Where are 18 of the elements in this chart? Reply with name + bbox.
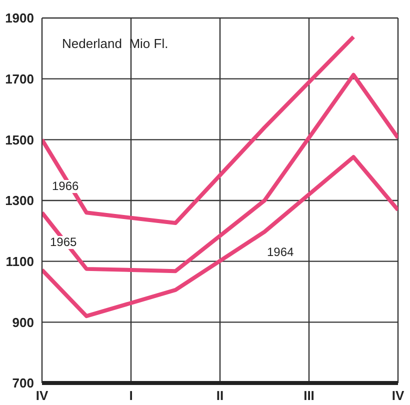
x-tick-label: I (129, 388, 133, 404)
annotation: 1965 (49, 235, 78, 249)
y-tick-label: 1100 (6, 254, 34, 269)
y-tick-label: 1500 (5, 132, 34, 148)
line-series (42, 72, 398, 274)
y-tick-label: 1700 (5, 71, 34, 86)
y-tick-label: 900 (12, 314, 34, 330)
line-series (42, 34, 356, 226)
x-tick-label: III (304, 388, 314, 404)
annotation: 1966 (51, 179, 80, 193)
x-tick-label: II (216, 388, 224, 404)
y-tick-label: 1300 (5, 193, 34, 208)
y-tick-label: 1900 (5, 10, 34, 26)
annotation: 1964 (266, 245, 295, 259)
x-tick-label: IV (392, 388, 404, 404)
x-tick-label: IV (36, 388, 48, 404)
y-tick-label: 700 (12, 376, 34, 391)
line-series (42, 155, 398, 318)
